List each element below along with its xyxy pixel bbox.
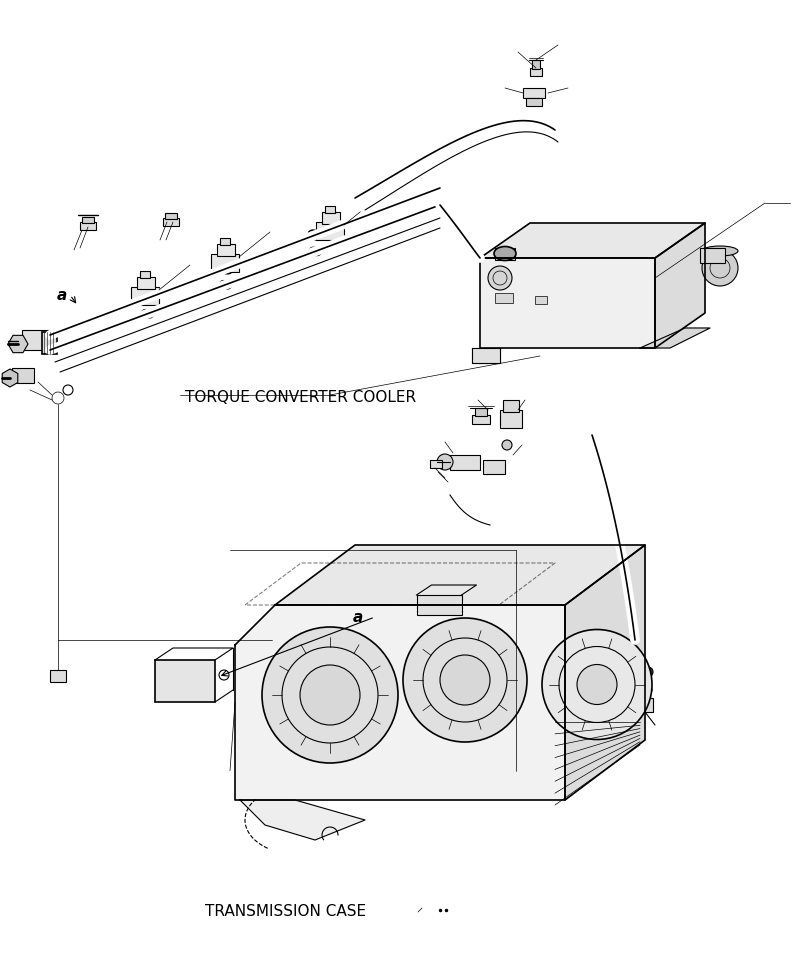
Bar (82, 217, 94, 223)
Bar (165, 213, 177, 219)
Circle shape (702, 250, 738, 286)
Bar (523, 88, 545, 98)
Bar (12, 368, 34, 383)
Bar (495, 248, 515, 259)
Polygon shape (480, 223, 705, 258)
Circle shape (643, 667, 653, 677)
Ellipse shape (702, 246, 738, 256)
Polygon shape (240, 800, 365, 840)
Circle shape (626, 633, 644, 651)
Text: a: a (353, 609, 364, 625)
Bar (417, 595, 462, 615)
Circle shape (300, 665, 360, 725)
Bar (42, 332, 57, 354)
Bar (155, 660, 215, 702)
Bar (22, 330, 50, 350)
Circle shape (262, 627, 398, 763)
Circle shape (403, 618, 527, 742)
Bar (472, 415, 490, 424)
Ellipse shape (508, 117, 522, 125)
Bar (220, 238, 230, 245)
Bar (211, 254, 239, 272)
Ellipse shape (142, 309, 154, 318)
Bar (483, 460, 505, 474)
Ellipse shape (383, 173, 395, 183)
Bar (530, 68, 542, 76)
Polygon shape (640, 328, 710, 348)
Circle shape (577, 664, 617, 704)
Bar (700, 248, 725, 263)
Bar (450, 455, 480, 470)
Bar (316, 222, 344, 240)
Bar (325, 206, 335, 213)
Bar (503, 400, 519, 412)
Bar (80, 222, 96, 230)
Bar (131, 287, 159, 305)
Ellipse shape (308, 230, 322, 240)
Text: TORQUE CONVERTER COOLER: TORQUE CONVERTER COOLER (185, 390, 416, 406)
Polygon shape (655, 223, 705, 348)
Ellipse shape (310, 247, 321, 256)
Circle shape (502, 440, 512, 450)
Bar (322, 212, 340, 224)
Bar (140, 271, 150, 278)
Bar (643, 698, 653, 712)
Bar (430, 460, 442, 468)
Circle shape (437, 454, 453, 470)
Bar (217, 244, 235, 256)
Ellipse shape (428, 147, 440, 157)
Circle shape (440, 655, 490, 705)
Polygon shape (275, 545, 645, 605)
Bar (50, 670, 66, 682)
Polygon shape (480, 258, 655, 348)
Circle shape (488, 266, 512, 290)
Ellipse shape (141, 293, 154, 303)
Bar (475, 408, 487, 416)
Circle shape (542, 629, 652, 740)
Bar (535, 296, 547, 304)
Polygon shape (472, 348, 500, 363)
Bar (163, 218, 179, 226)
Bar (532, 60, 540, 69)
Ellipse shape (219, 281, 231, 289)
Polygon shape (235, 605, 565, 800)
Ellipse shape (470, 127, 483, 136)
Ellipse shape (219, 264, 232, 274)
Polygon shape (565, 545, 645, 800)
Text: a: a (57, 287, 67, 303)
Bar (526, 98, 542, 106)
Bar (495, 293, 513, 303)
Bar (137, 277, 155, 289)
Ellipse shape (494, 247, 516, 260)
Bar (500, 410, 522, 428)
Text: TRANSMISSION CASE: TRANSMISSION CASE (205, 904, 366, 920)
